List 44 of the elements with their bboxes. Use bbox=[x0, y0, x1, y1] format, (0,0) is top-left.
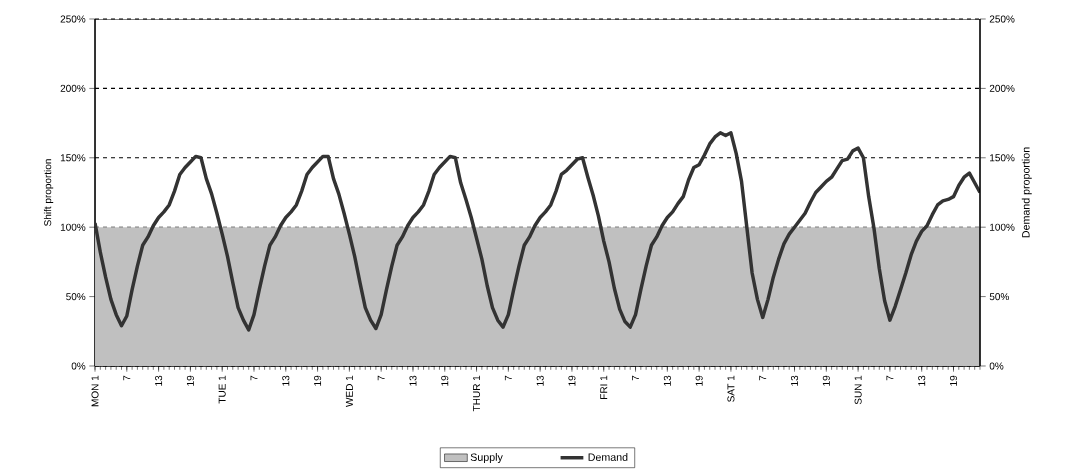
x-tick-label: 7 bbox=[250, 375, 258, 381]
x-tick-label: 13 bbox=[282, 375, 290, 386]
y2-tick-label: 150% bbox=[990, 154, 1015, 162]
x-tick-label: 19 bbox=[441, 375, 449, 386]
x-tick-label: 7 bbox=[377, 375, 385, 381]
x-tick-label: 13 bbox=[790, 375, 799, 386]
x-tick-label: 13 bbox=[918, 375, 926, 386]
y-tick-label: 100% bbox=[60, 223, 86, 231]
y2-axis-title: Demand proportion bbox=[1021, 147, 1032, 238]
x-tick-label: 13 bbox=[155, 375, 163, 386]
legend-label: Supply bbox=[470, 453, 503, 464]
x-tick-label: THUR 1 bbox=[473, 375, 481, 412]
y2-tick-label: 250% bbox=[989, 15, 1015, 23]
y-axis-title: Shift proportion bbox=[43, 159, 54, 226]
x-tick-label: WED 1 bbox=[345, 375, 353, 407]
y-tick-label: 150% bbox=[60, 154, 86, 162]
y2-tick-label: 0% bbox=[989, 362, 1004, 370]
y2-tick-label: 100% bbox=[990, 223, 1015, 231]
x-tick-label: 19 bbox=[949, 375, 958, 386]
x-tick-label: 19 bbox=[695, 375, 703, 386]
y2-tick-label: 200% bbox=[989, 84, 1015, 92]
x-tick-label: 19 bbox=[186, 375, 194, 386]
x-tick-label: TUE 1 bbox=[218, 375, 226, 404]
x-tick-label: MON 1 bbox=[91, 375, 99, 407]
y-tick-label: 50% bbox=[66, 293, 86, 301]
x-tick-label: 7 bbox=[886, 375, 894, 381]
x-tick-label: 13 bbox=[536, 375, 544, 386]
y-tick-label: 250% bbox=[60, 15, 86, 23]
x-tick-label: FRI 1 bbox=[600, 375, 608, 399]
x-tick-label: 7 bbox=[504, 375, 512, 381]
x-tick-label: 19 bbox=[314, 375, 322, 386]
y2-tick-label: 50% bbox=[989, 293, 1009, 301]
x-tick-label: SUN 1 bbox=[854, 375, 862, 405]
x-tick-label: 7 bbox=[632, 375, 639, 381]
x-tick-label: 19 bbox=[822, 375, 830, 386]
x-tick-label: 13 bbox=[409, 375, 417, 386]
y-tick-label: 200% bbox=[60, 84, 86, 92]
y-tick-label: 0% bbox=[71, 362, 86, 370]
x-tick-label: 7 bbox=[123, 375, 131, 381]
x-tick-label: SAT 1 bbox=[727, 375, 735, 402]
x-tick-label: 13 bbox=[663, 375, 671, 386]
x-tick-label: 19 bbox=[568, 375, 576, 386]
x-tick-label: 7 bbox=[759, 375, 767, 381]
legend-label: Demand bbox=[588, 453, 628, 461]
